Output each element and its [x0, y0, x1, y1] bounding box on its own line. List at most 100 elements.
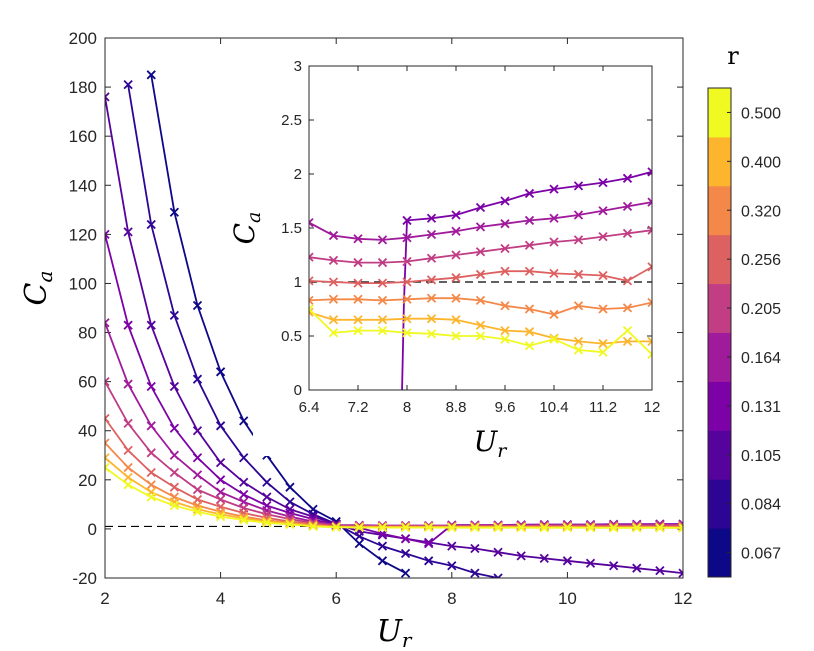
main-y-tick-label: 160 [69, 127, 97, 146]
inset-data-point [353, 257, 363, 268]
main-data-point [609, 561, 619, 571]
main-data-point [105, 453, 110, 463]
inset-data-point [309, 252, 314, 262]
colorbar-tick-label: 0.105 [741, 448, 781, 465]
main-axes-frame [104, 37, 684, 579]
main-data-point [123, 445, 133, 456]
inset-data-point [353, 278, 363, 288]
inset-data-point [500, 334, 510, 344]
inset-data-point [573, 336, 584, 347]
main-data-point [609, 523, 619, 533]
inset-data-point [622, 201, 633, 212]
main-data-point [215, 511, 226, 522]
main-data-point [169, 467, 179, 478]
main-data-point [169, 207, 179, 217]
main-data-point [105, 376, 110, 387]
main-data-point [424, 556, 434, 566]
inset-data-point [377, 235, 388, 245]
main-data-point [678, 568, 683, 578]
main-data-point [215, 475, 226, 485]
main-data-point [331, 522, 341, 532]
main-y-tick-label: -20 [72, 569, 97, 588]
inset-data-point [402, 233, 412, 243]
main-data-point [678, 523, 683, 533]
main-data-point [493, 523, 503, 533]
main-data-point [377, 522, 388, 533]
main-data-point [239, 489, 249, 500]
inset-data-point [426, 275, 437, 285]
inset-data-point [309, 276, 314, 286]
inset-y-axis-label: Ca [228, 212, 265, 245]
inset-data-point [475, 320, 486, 330]
inset-data-point [402, 294, 412, 304]
main-data-point [192, 300, 203, 311]
inset-x-tick-label: 9.6 [495, 399, 516, 416]
inset-data-point [598, 178, 608, 188]
main-data-point [377, 541, 388, 551]
main-data-point [354, 522, 364, 533]
colorbar-segment [708, 185, 731, 236]
inset-data-point [377, 278, 388, 288]
inset-data-point [328, 294, 339, 304]
main-y-tick-label: 140 [69, 176, 97, 195]
main-x-axis-label: Ur [377, 614, 413, 651]
main-data-point [424, 538, 434, 549]
inset-y-tick-label: 0.5 [281, 328, 302, 345]
inset-data-point [451, 315, 461, 325]
main-data-point [105, 413, 110, 424]
colorbar-segment [708, 283, 731, 333]
colorbar-tick-label: 0.400 [741, 154, 781, 171]
main-data-point [192, 507, 203, 517]
inset-data-point [426, 229, 437, 240]
colorbar-segment [708, 430, 731, 480]
inset-data-point [402, 277, 412, 287]
inset-data-point [377, 295, 388, 305]
inset-data-point [647, 349, 652, 359]
main-data-point [123, 462, 133, 473]
inset-data-point [377, 257, 388, 268]
main-data-point [105, 438, 110, 448]
main-data-point [585, 523, 596, 533]
inset-data-point [598, 304, 608, 314]
main-data-point [105, 229, 110, 240]
main-data-point [192, 470, 203, 480]
colorbar-segment [708, 479, 731, 529]
inset-x-tick-label: 7.2 [348, 399, 369, 416]
inset-data-point [573, 235, 584, 245]
main-data-point [655, 565, 665, 576]
colorbar-segment [708, 136, 731, 187]
main-data-point [169, 450, 179, 460]
inset-data-point [402, 328, 412, 338]
inset-data-point [622, 228, 633, 239]
inset-data-point [622, 336, 633, 347]
inset-data-point [549, 268, 559, 278]
main-y-tick-label: 180 [69, 78, 97, 97]
main-series-line-r-0.500 [105, 466, 683, 529]
colorbar-tick-label: 0.205 [741, 301, 781, 318]
main-data-point [215, 494, 226, 505]
inset-data-point [377, 325, 388, 336]
main-data-point [123, 320, 133, 330]
main-data-point [632, 563, 642, 573]
inset-data-point [475, 295, 486, 305]
colorbar-tick-label: 0.164 [741, 350, 781, 367]
main-data-point [400, 522, 411, 533]
inset-data-point [598, 347, 608, 357]
inset-y-tick-label: 0 [294, 382, 302, 399]
main-data-point [239, 416, 249, 426]
main-data-point [655, 523, 665, 533]
colorbar-tick-label: 0.500 [741, 105, 781, 122]
main-data-point [400, 548, 411, 559]
main-data-point [539, 523, 549, 533]
inset-data-point [309, 304, 314, 314]
main-data-point [146, 448, 156, 458]
main-data-point [308, 521, 318, 532]
main-data-point [285, 497, 295, 507]
inset-data-point [377, 315, 388, 325]
colorbar-tick-label: 0.256 [741, 252, 781, 269]
main-x-tick-label: 4 [216, 589, 225, 608]
inset-data-point [573, 269, 584, 280]
main-data-point [562, 556, 573, 566]
main-data-point [123, 379, 133, 389]
inset-data-point [500, 219, 510, 229]
